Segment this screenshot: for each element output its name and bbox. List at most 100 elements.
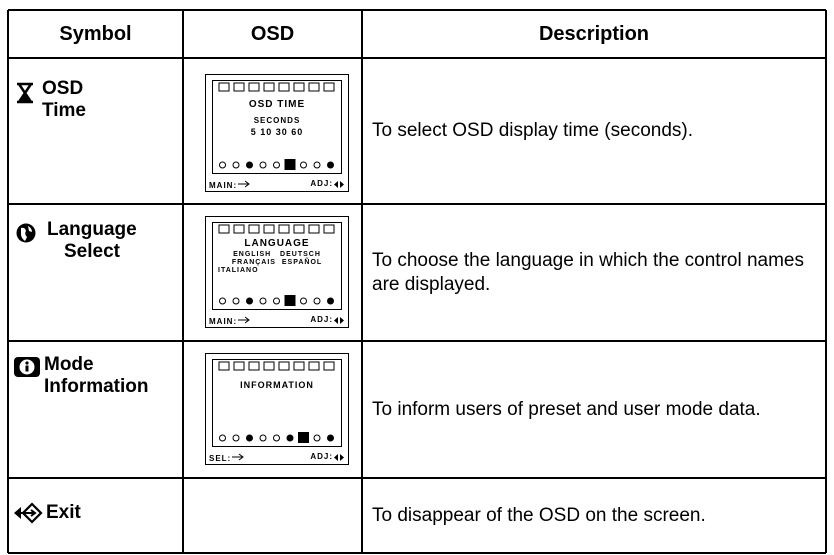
arrow <box>238 316 250 324</box>
arrow-icon <box>238 316 250 324</box>
rule <box>8 477 826 479</box>
osd-line: SECONDS <box>253 116 301 125</box>
osd-icon <box>308 82 320 92</box>
osd-icon <box>323 82 335 92</box>
symbol-line: OSD <box>42 78 84 99</box>
description: To inform users of preset and user mode … <box>372 398 761 420</box>
rule <box>825 10 827 553</box>
symbol-label: Mode Information <box>44 354 149 398</box>
globe-icon <box>16 223 36 243</box>
hourglass-icon <box>17 82 33 104</box>
osd-footer-left: SEL: <box>209 454 232 463</box>
osd-icon-row <box>219 432 334 443</box>
symbol-label: Language Select <box>47 219 137 263</box>
rule <box>8 203 826 205</box>
osd-icon <box>263 224 275 234</box>
osd-icon <box>248 82 260 92</box>
arrow <box>232 453 245 461</box>
symbol-line: Mode <box>44 354 94 375</box>
osd-icon <box>218 361 230 371</box>
osd-icon <box>246 297 253 305</box>
osd-icon <box>259 297 267 305</box>
osd-icon <box>278 361 290 371</box>
osd-icon <box>219 297 226 305</box>
osd-icon <box>218 82 230 92</box>
osd-footer-left: MAIN: <box>209 317 238 326</box>
osd-icon <box>232 161 240 169</box>
osd-icon <box>300 161 307 169</box>
symbol-line: Exit <box>46 502 81 523</box>
arrow-icon <box>238 180 250 188</box>
osd-icon <box>233 82 245 92</box>
osd-icon <box>263 361 275 371</box>
triangles <box>334 454 344 461</box>
rule <box>8 57 826 59</box>
osd-footer-right: ADJ: <box>310 452 333 461</box>
osd-icon <box>248 361 260 371</box>
rule <box>182 10 184 553</box>
description: To disappear of the OSD on the screen. <box>372 504 706 526</box>
info-icon <box>14 357 40 377</box>
osd-icon <box>293 224 305 234</box>
osd-footer-right: ADJ: <box>310 315 333 324</box>
osd-icon <box>246 434 253 442</box>
osd-title: LANGUAGE <box>244 238 310 249</box>
osd-icon <box>263 82 275 92</box>
header-cell: OSD <box>250 22 295 45</box>
symbol-label: OSD Time <box>42 78 86 122</box>
symbol-line: Language <box>47 219 137 240</box>
osd-screen: INFORMATION <box>212 359 342 447</box>
osd-selected <box>284 159 296 170</box>
osd-icon <box>218 224 230 234</box>
rule <box>8 340 826 342</box>
osd-footer-right: ADJ: <box>310 179 333 188</box>
description: To select OSD display time (seconds). <box>372 120 694 141</box>
osd-screenshot: OSD TIME SECONDS 5 10 30 60 MAIN: ADJ: <box>205 74 349 192</box>
osd-icon <box>248 224 260 234</box>
osd-icon <box>259 434 267 442</box>
description: To choose the language in which the cont… <box>372 249 804 295</box>
osd-icon <box>232 434 240 442</box>
rule <box>8 552 826 554</box>
adjust-icon <box>334 181 344 188</box>
osd-icon <box>246 161 253 169</box>
osd-icon <box>300 297 307 305</box>
osd-icon <box>219 161 226 169</box>
osd-line: 5 10 30 60 <box>250 127 304 137</box>
osd-selected <box>298 432 309 443</box>
osd-icon <box>323 224 335 234</box>
osd-icon-row <box>218 82 335 92</box>
osd-icon <box>293 361 305 371</box>
osd-title: INFORMATION <box>240 380 314 390</box>
symbol-label: Exit <box>46 502 81 524</box>
osd-icon <box>327 434 334 442</box>
osd-icon-row <box>219 295 334 306</box>
rule <box>8 9 826 11</box>
osd-footer: MAIN: ADJ: <box>209 315 345 326</box>
osd-icon <box>293 82 305 92</box>
arrow <box>238 180 250 188</box>
symbol-line: Time <box>42 100 87 121</box>
osd-icon <box>278 224 290 234</box>
osd-icon <box>313 434 321 442</box>
osd-icon <box>308 361 320 371</box>
osd-icon <box>327 297 334 305</box>
osd-line: ITALIANO <box>218 267 259 274</box>
osd-selected <box>284 295 296 306</box>
osd-screen: LANGUAGE ENGLISH DEUTSCH FRANÇAIS ESPAÑO… <box>212 222 342 310</box>
osd-icon <box>273 297 280 305</box>
arrow-icon <box>232 453 245 461</box>
osd-icon-row <box>218 224 335 234</box>
header-cell: Symbol <box>59 22 132 45</box>
osd-screen: OSD TIME SECONDS 5 10 30 60 <box>212 80 342 174</box>
osd-footer: SEL: ADJ: <box>209 452 345 463</box>
adjust-icon <box>334 317 344 324</box>
osd-icon <box>232 297 240 305</box>
osd-icon <box>233 361 245 371</box>
rule <box>361 10 363 553</box>
osd-icon <box>273 161 280 169</box>
osd-icon <box>273 434 280 442</box>
symbol-line: Information <box>44 376 149 397</box>
osd-icon <box>313 297 321 305</box>
